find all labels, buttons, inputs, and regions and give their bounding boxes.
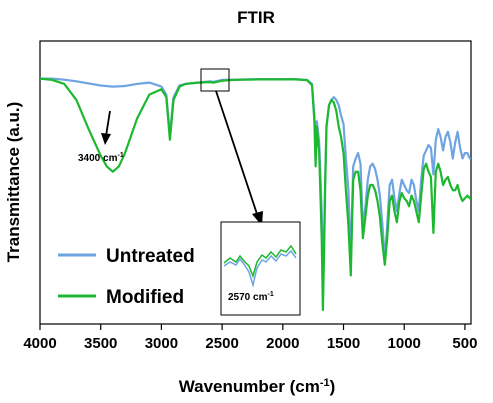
x-tick-label: 2000: [266, 335, 299, 352]
x-tick-label: 1500: [327, 335, 360, 352]
series-line-modified: [39, 77, 471, 312]
x-tick-label: 3000: [145, 335, 178, 352]
x-axis-label-end: ): [330, 377, 336, 396]
zoom-arrow: [215, 90, 259, 218]
inset-frame: [220, 221, 301, 316]
x-axis-label: Wavenumber (cm-1): [179, 377, 336, 396]
legend: Untreated Modified: [58, 246, 195, 308]
annotation-3400-arrowhead: [101, 133, 111, 145]
x-tick-label: 4000: [23, 335, 56, 352]
annotation-3400-arrow: [105, 110, 111, 137]
annotation-2570-text: 2570 cm: [228, 292, 268, 303]
x-axis-label-main: Wavenumber (cm: [179, 377, 320, 396]
annotation-2570-sup: -1: [267, 291, 273, 298]
inset-series-untreated: [223, 249, 297, 288]
annotation-3400-text: 3400 cm: [78, 153, 118, 164]
annotation-3400-label: 3400 cm-1: [78, 152, 124, 164]
x-tick-label: 1000: [388, 335, 421, 352]
annotation-2570-label: 2570 cm-1: [228, 291, 274, 303]
x-axis-ticks: 4000 3500 3000 2500 2000 1500 1000 500: [23, 324, 477, 352]
x-tick-label: 2500: [205, 335, 238, 352]
y-axis-label: Transmittance (a.u.): [4, 102, 23, 263]
legend-label-untreated: Untreated: [106, 246, 195, 267]
inset-series-modified: [223, 244, 297, 279]
annotation-3400-sup: -1: [117, 152, 123, 159]
annotation-3400: 3400 cm-1: [78, 110, 124, 164]
x-tick-label: 500: [452, 335, 477, 352]
x-tick-label: 3500: [84, 335, 117, 352]
x-axis-label-sup: -1: [320, 377, 330, 389]
series-layer: [39, 77, 471, 312]
chart-title: FTIR: [237, 8, 275, 27]
plot-frame: [39, 40, 472, 325]
inset: 2570 cm-1: [220, 221, 301, 316]
legend-label-modified: Modified: [106, 287, 184, 308]
zoom-source-box: [200, 68, 230, 92]
